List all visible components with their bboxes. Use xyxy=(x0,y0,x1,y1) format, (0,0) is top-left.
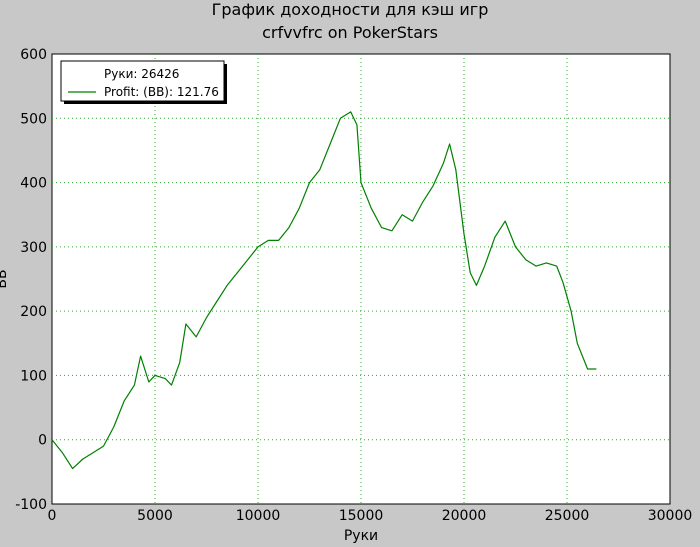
profit-series-line xyxy=(51,111,597,470)
y-axis-label: BB xyxy=(0,269,10,288)
x-tick-label: 15000 xyxy=(339,508,384,524)
y-tick-label: 500 xyxy=(20,111,47,127)
y-tick-label: 600 xyxy=(20,47,47,63)
y-tick-label: 200 xyxy=(20,304,47,320)
x-tick-label: 20000 xyxy=(442,508,487,524)
x-tick-label: 25000 xyxy=(545,508,590,524)
y-tick-label: 300 xyxy=(20,240,47,256)
x-tick-label: 5000 xyxy=(137,508,173,524)
x-tick-label: 10000 xyxy=(236,508,281,524)
grid xyxy=(52,54,670,504)
legend-box xyxy=(60,60,225,102)
chart-title: График доходности для кэш игр xyxy=(212,0,489,19)
x-tick-label: 0 xyxy=(48,508,57,524)
x-axis-label: Руки xyxy=(344,528,378,544)
y-tick-label: 100 xyxy=(20,368,47,384)
x-tick-label: 30000 xyxy=(648,508,693,524)
y-tick-label: -100 xyxy=(15,497,47,513)
legend: Руки: 26426 Profit: (BB): 121.76 xyxy=(60,60,227,104)
y-tick-label: 0 xyxy=(38,433,47,449)
legend-hands: Руки: 26426 xyxy=(104,67,179,81)
legend-profit: Profit: (BB): 121.76 xyxy=(104,85,219,99)
chart-subtitle: crfvvfrc on PokerStars xyxy=(262,23,438,42)
tick-labels: 0 5000 10000 15000 20000 25000 30000-100010020… xyxy=(15,47,692,524)
y-tick-label: 400 xyxy=(20,176,47,192)
